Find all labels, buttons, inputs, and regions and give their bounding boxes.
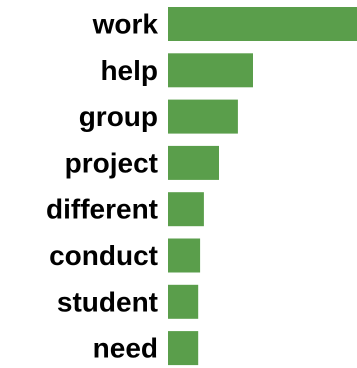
bar-student bbox=[168, 284, 199, 319]
category-label-group: group bbox=[79, 101, 158, 132]
bars bbox=[168, 7, 357, 366]
category-label-need: need bbox=[93, 333, 158, 364]
category-label-different: different bbox=[46, 194, 158, 225]
bar-work bbox=[168, 7, 357, 41]
category-label-help: help bbox=[100, 55, 158, 86]
category-labels: work help group project different conduct stud… bbox=[46, 9, 158, 364]
category-label-work: work bbox=[92, 9, 159, 40]
bar-need bbox=[168, 331, 199, 366]
bar-group bbox=[168, 99, 238, 134]
category-label-conduct: conduct bbox=[49, 240, 158, 271]
category-label-student: student bbox=[57, 286, 158, 317]
bar-conduct bbox=[168, 238, 201, 273]
bar-help bbox=[168, 53, 253, 88]
category-label-project: project bbox=[65, 147, 158, 178]
bar-project bbox=[168, 145, 219, 180]
bar-different bbox=[168, 192, 204, 227]
